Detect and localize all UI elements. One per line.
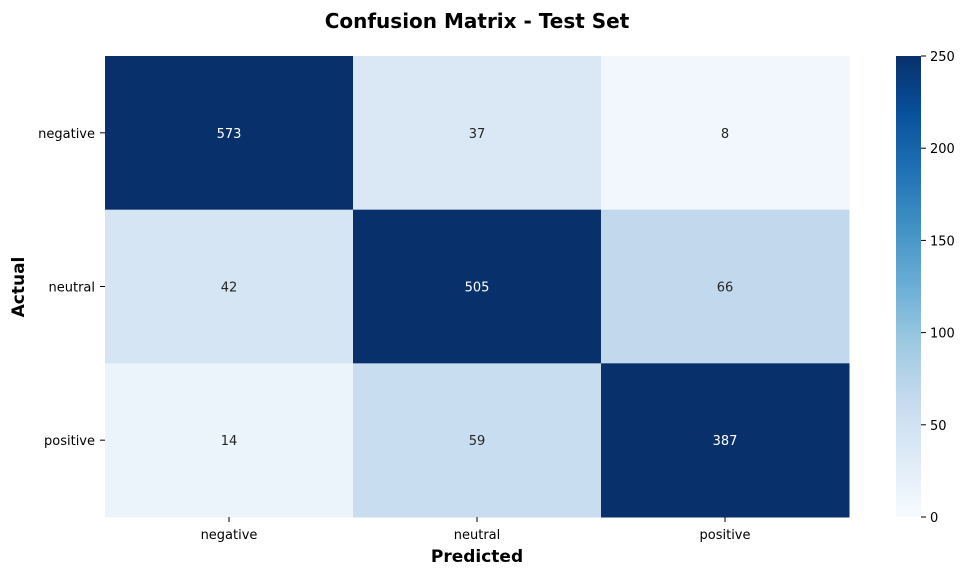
heatmap-cell xyxy=(601,56,850,211)
heatmap-cell xyxy=(601,209,850,364)
x-tick-label: positive xyxy=(700,528,751,543)
colorbar-ticks: 0 50 100 150 200 250 xyxy=(921,50,955,526)
y-tick-label: negative xyxy=(38,127,95,142)
y-axis-ticks: negative neutral positive xyxy=(38,127,105,449)
colorbar-tick-label: 50 xyxy=(930,419,947,434)
chart-title: Confusion Matrix - Test Set xyxy=(325,9,630,33)
cell-value-label: 66 xyxy=(717,281,734,296)
heatmap-cell xyxy=(353,56,602,211)
y-axis-label: Actual xyxy=(9,257,29,318)
x-axis-ticks: negative neutral positive xyxy=(201,517,751,543)
heatmap-cell xyxy=(105,56,354,211)
heatmap-cell xyxy=(601,363,850,518)
y-tick-label: neutral xyxy=(49,281,96,296)
colorbar-tick-label: 0 xyxy=(930,511,938,526)
y-tick-label: positive xyxy=(44,434,95,449)
heatmap-cell xyxy=(353,363,602,518)
heatmap-cells: 573 37 8 42 505 66 14 59 387 xyxy=(105,56,850,518)
heatmap-cell xyxy=(105,363,354,518)
colorbar xyxy=(896,56,921,517)
cell-value-label: 573 xyxy=(217,127,242,142)
cell-value-label: 59 xyxy=(469,434,486,449)
x-tick-label: negative xyxy=(201,528,258,543)
cell-value-label: 8 xyxy=(721,127,729,142)
cell-value-label: 37 xyxy=(469,127,486,142)
colorbar-tick-label: 250 xyxy=(930,50,955,65)
cell-value-label: 505 xyxy=(465,281,490,296)
heatmap-cell xyxy=(105,209,354,364)
cell-value-label: 387 xyxy=(713,434,738,449)
cell-value-label: 14 xyxy=(221,434,238,449)
heatmap-cell xyxy=(353,209,602,364)
colorbar-tick-label: 150 xyxy=(930,234,955,249)
cell-value-label: 42 xyxy=(221,281,238,296)
x-axis-label: Predicted xyxy=(431,547,523,567)
x-tick-label: neutral xyxy=(454,528,501,543)
colorbar-tick-label: 200 xyxy=(930,142,955,157)
colorbar-tick-label: 100 xyxy=(930,327,955,342)
